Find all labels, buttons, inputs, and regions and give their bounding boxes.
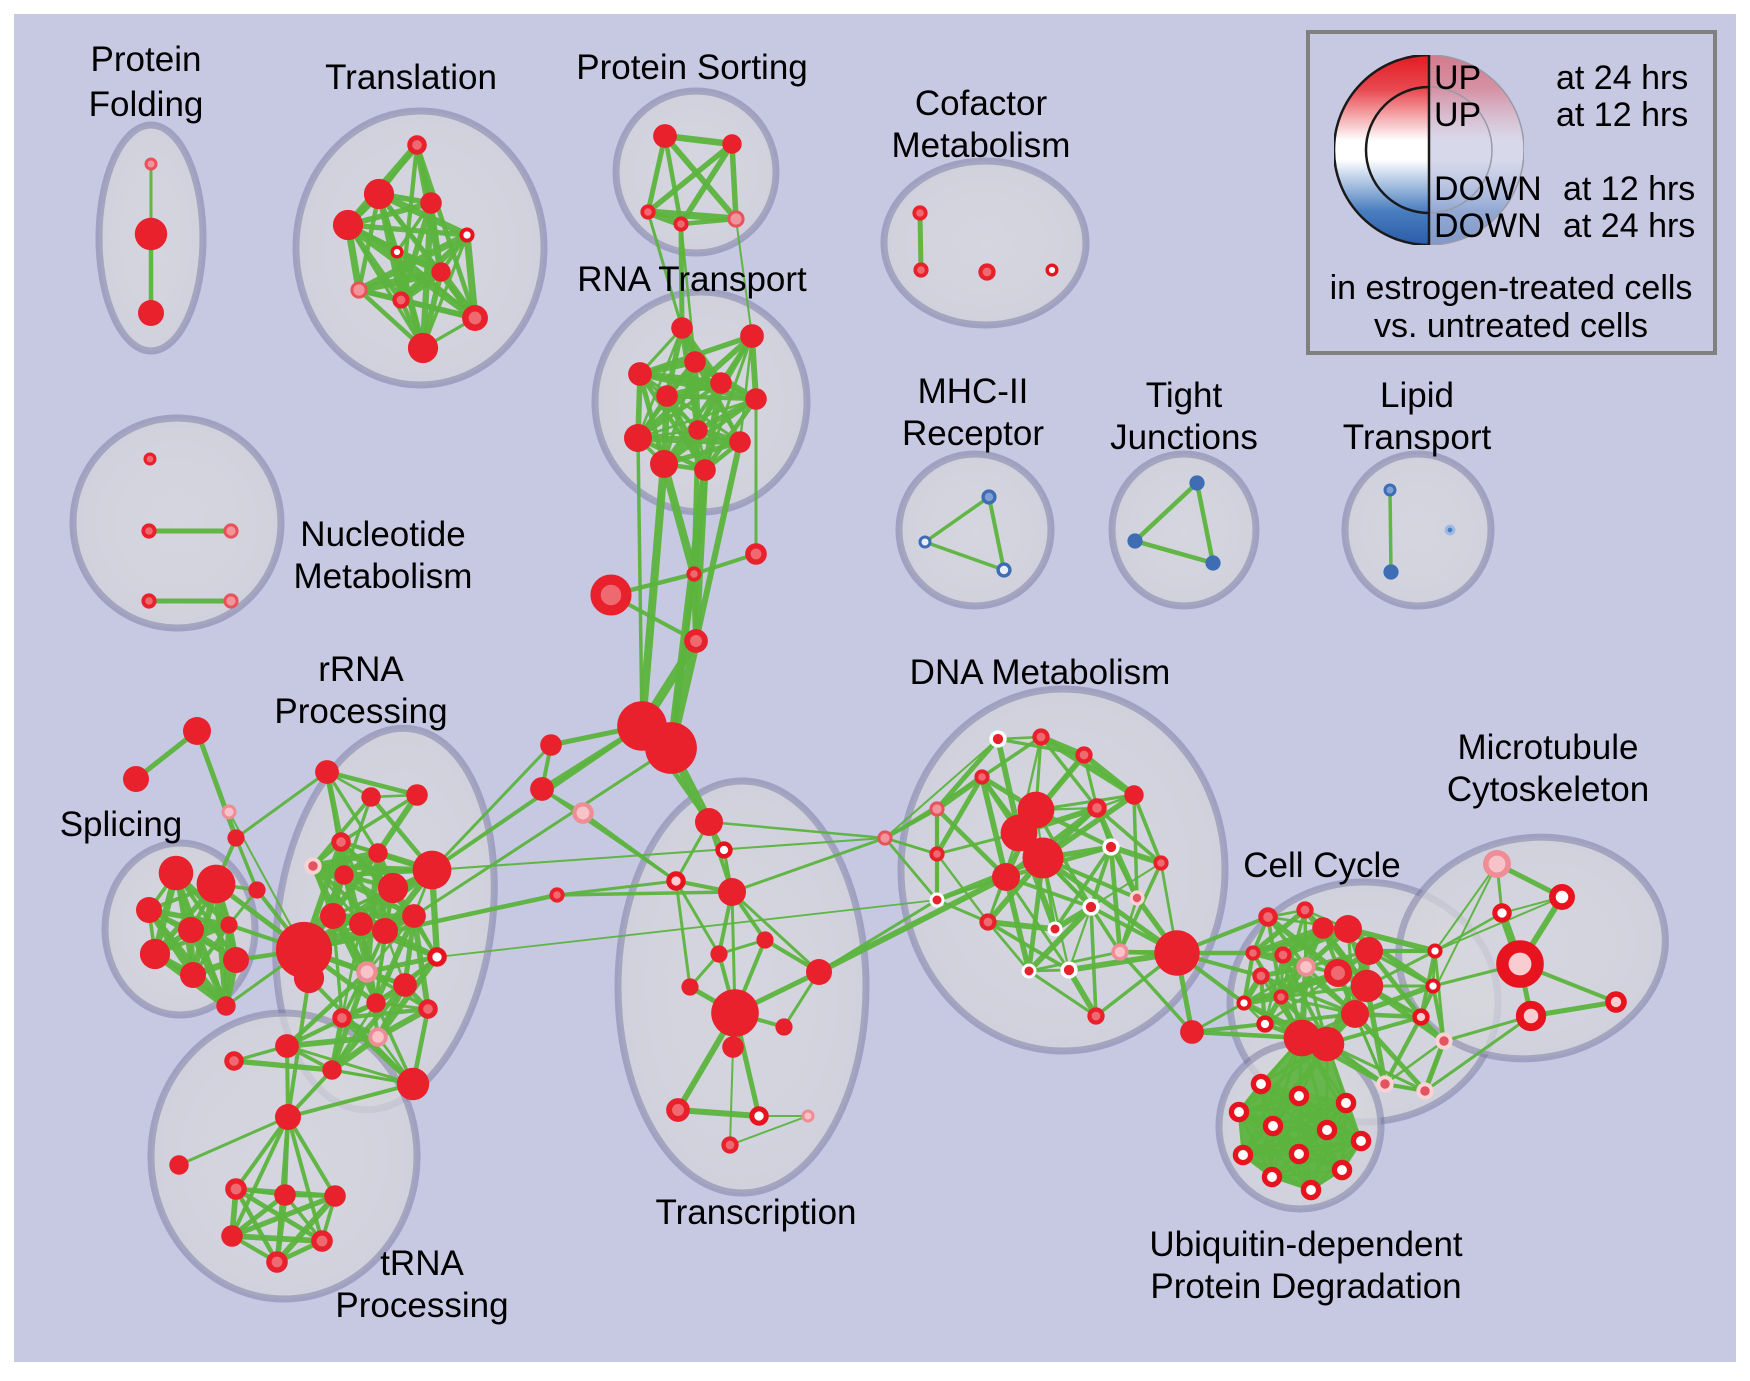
svg-text:at 24 hrs: at 24 hrs bbox=[1563, 207, 1695, 245]
svg-text:Protein Sorting: Protein Sorting bbox=[576, 48, 808, 87]
svg-text:Translation: Translation bbox=[325, 58, 497, 97]
svg-text:at 24 hrs: at 24 hrs bbox=[1556, 59, 1688, 97]
svg-text:Receptor: Receptor bbox=[902, 414, 1044, 453]
svg-text:Cell Cycle: Cell Cycle bbox=[1243, 846, 1401, 885]
svg-text:DNA Metabolism: DNA Metabolism bbox=[910, 653, 1171, 692]
svg-text:Folding: Folding bbox=[89, 85, 204, 124]
svg-text:Tight: Tight bbox=[1146, 376, 1223, 415]
svg-text:Transport: Transport bbox=[1343, 418, 1492, 457]
svg-text:Cofactor: Cofactor bbox=[915, 84, 1048, 123]
svg-text:Protein Degradation: Protein Degradation bbox=[1150, 1267, 1461, 1306]
svg-text:MHC-II: MHC-II bbox=[918, 372, 1029, 411]
svg-text:DOWN: DOWN bbox=[1434, 170, 1542, 208]
svg-text:Transcription: Transcription bbox=[656, 1193, 857, 1232]
svg-text:vs. untreated cells: vs. untreated cells bbox=[1374, 307, 1648, 345]
svg-text:Junctions: Junctions bbox=[1110, 418, 1258, 457]
svg-text:Processing: Processing bbox=[335, 1286, 508, 1325]
svg-text:UP: UP bbox=[1434, 59, 1481, 97]
svg-text:Microtubule: Microtubule bbox=[1458, 728, 1639, 767]
svg-text:rRNA: rRNA bbox=[318, 650, 404, 689]
svg-text:Lipid: Lipid bbox=[1380, 376, 1454, 415]
svg-text:Nucleotide: Nucleotide bbox=[300, 515, 465, 554]
svg-text:Splicing: Splicing bbox=[60, 805, 183, 844]
svg-text:Cytoskeleton: Cytoskeleton bbox=[1447, 770, 1649, 809]
svg-text:Ubiquitin-dependent: Ubiquitin-dependent bbox=[1149, 1225, 1463, 1264]
svg-text:at 12 hrs: at 12 hrs bbox=[1556, 96, 1688, 134]
svg-text:tRNA: tRNA bbox=[380, 1244, 464, 1283]
svg-text:at 12 hrs: at 12 hrs bbox=[1563, 170, 1695, 208]
svg-text:Processing: Processing bbox=[274, 692, 447, 731]
svg-text:RNA Transport: RNA Transport bbox=[577, 260, 807, 299]
svg-text:Metabolism: Metabolism bbox=[294, 557, 473, 596]
svg-text:Protein: Protein bbox=[91, 40, 202, 79]
svg-text:UP: UP bbox=[1434, 96, 1481, 134]
svg-text:in estrogen-treated cells: in estrogen-treated cells bbox=[1330, 269, 1693, 307]
svg-text:Metabolism: Metabolism bbox=[892, 126, 1071, 165]
svg-text:DOWN: DOWN bbox=[1434, 207, 1542, 245]
